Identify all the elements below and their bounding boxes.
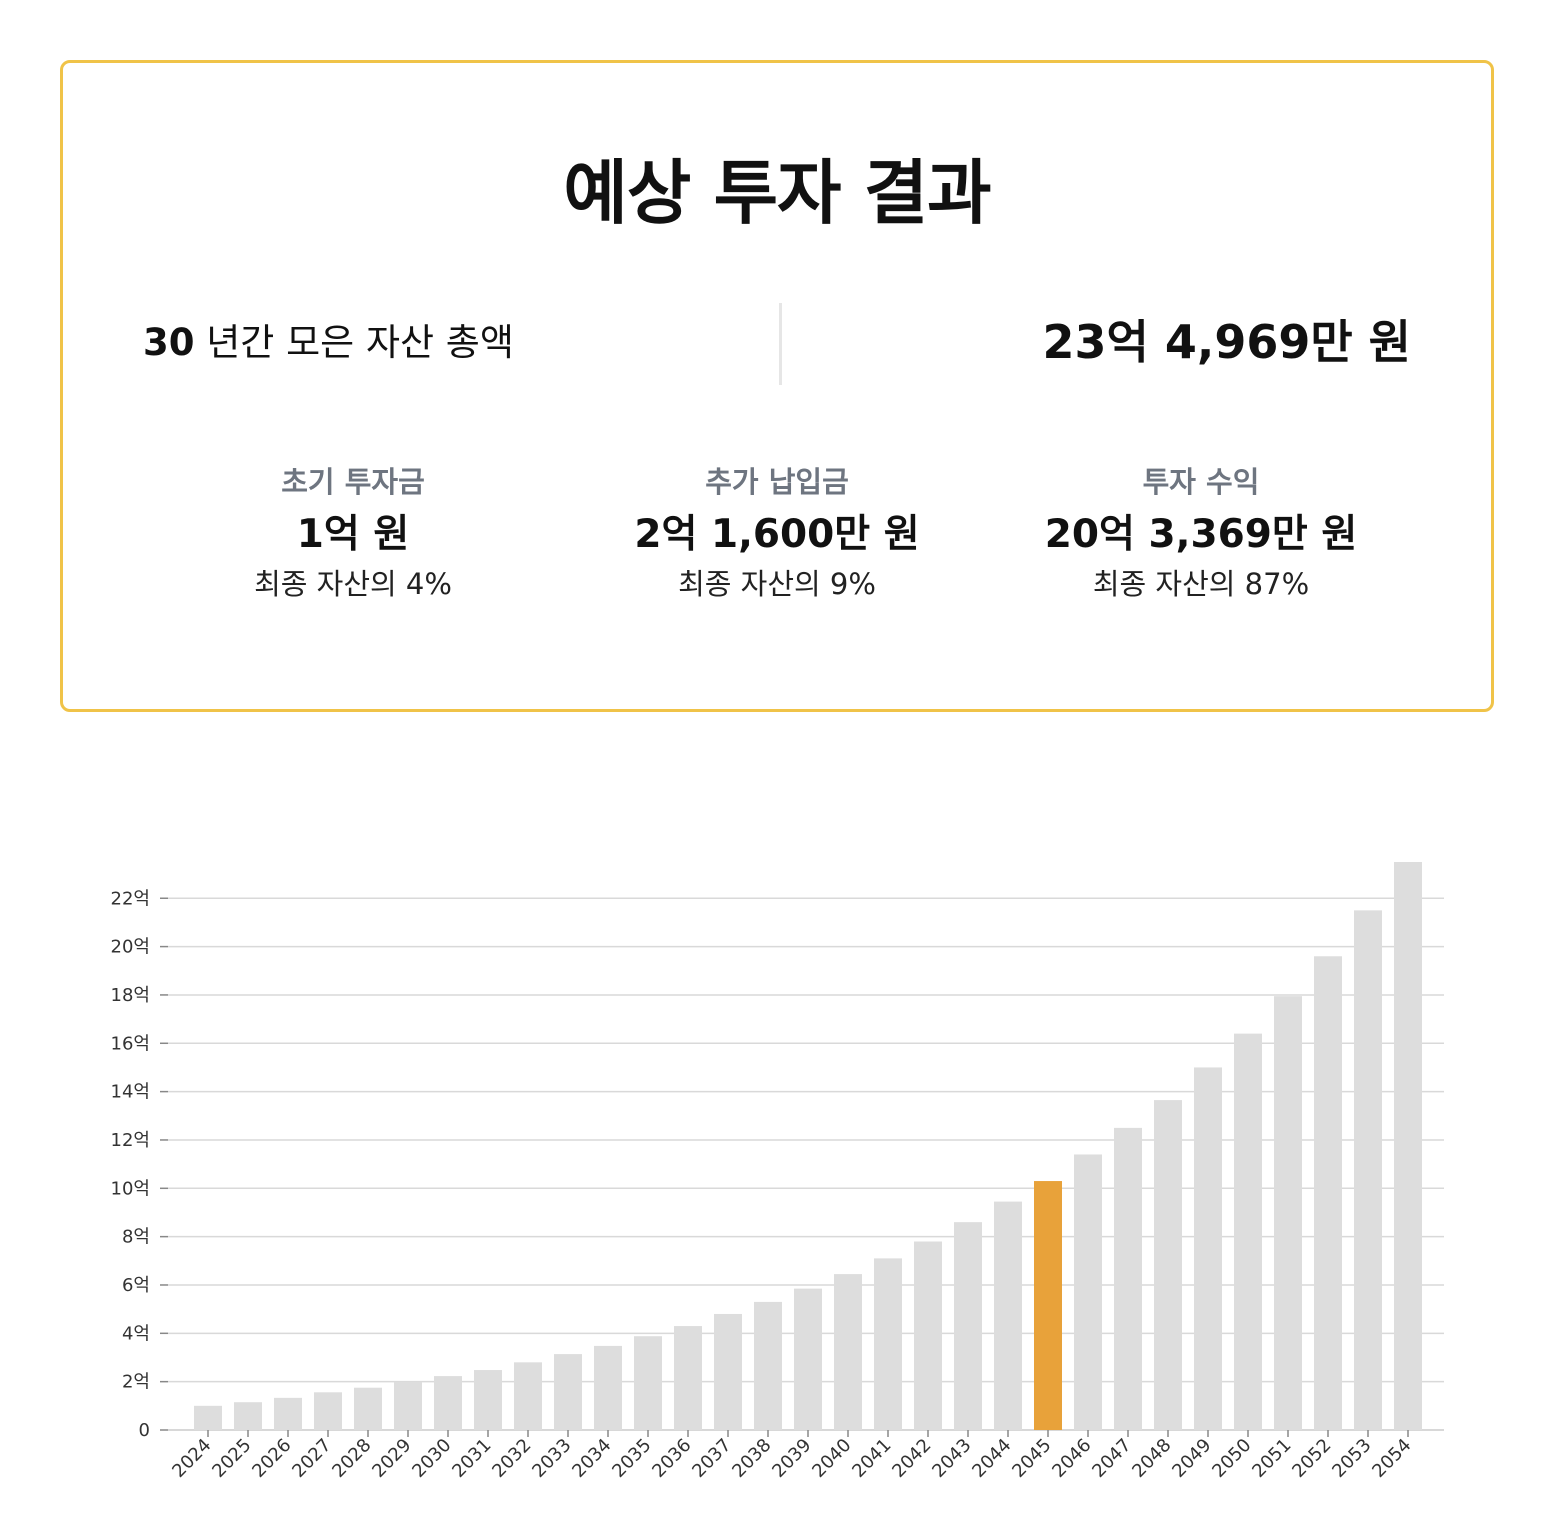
stat-value: 1억 원 xyxy=(296,512,410,557)
total-label-text: 년간 모은 자산 총액 xyxy=(206,321,514,364)
x-tick-label: 2039 xyxy=(768,1435,815,1482)
bar-2052 xyxy=(1314,956,1342,1430)
x-tick-label: 2053 xyxy=(1328,1435,1375,1482)
x-tick-label: 2028 xyxy=(328,1435,375,1482)
bar-2049 xyxy=(1194,1067,1222,1430)
stat-value: 20억 3,369만 원 xyxy=(1044,512,1358,557)
y-tick-label: 4억 xyxy=(122,1323,150,1344)
x-tick-label: 2048 xyxy=(1128,1435,1175,1482)
x-tick-label: 2044 xyxy=(968,1435,1015,1482)
x-tick-label: 2032 xyxy=(488,1435,535,1482)
card-title: 예상 투자 결과 xyxy=(563,152,991,234)
bar-2045 xyxy=(1034,1181,1062,1430)
y-tick-label: 16억 xyxy=(111,1033,150,1054)
bar-2035 xyxy=(634,1336,662,1430)
x-tick-label: 2027 xyxy=(288,1435,335,1482)
y-tick-label: 20억 xyxy=(111,937,150,958)
bar-2026 xyxy=(274,1397,302,1430)
y-tick-label: 6억 xyxy=(122,1275,150,1296)
y-tick-label: 12억 xyxy=(111,1130,150,1151)
y-tick-label: 22억 xyxy=(111,888,150,909)
bar-2029 xyxy=(394,1381,422,1430)
bar-2028 xyxy=(354,1387,382,1430)
x-tick-label: 2030 xyxy=(408,1435,455,1482)
x-tick-label: 2040 xyxy=(808,1435,855,1482)
bar-2037 xyxy=(714,1313,742,1430)
total-years: 30 xyxy=(143,321,195,364)
bar-2027 xyxy=(314,1392,342,1430)
bar-2053 xyxy=(1354,910,1382,1430)
x-tick-label: 2042 xyxy=(888,1435,935,1482)
x-tick-label: 2043 xyxy=(928,1435,975,1482)
stat-share: 최종 자산의 4% xyxy=(254,567,452,601)
stat-label: 추가 납입금 xyxy=(705,465,849,499)
y-tick-label: 10억 xyxy=(111,1178,150,1199)
bar-2041 xyxy=(874,1258,902,1430)
total-divider xyxy=(779,303,782,385)
stat-label: 초기 투자금 xyxy=(281,465,425,499)
x-tick-label: 2038 xyxy=(728,1435,775,1482)
bar-2043 xyxy=(954,1222,982,1430)
total-asset-row: 30 년간 모은 자산 총액 23억 4,969만 원 xyxy=(63,303,1491,385)
bar-2030 xyxy=(434,1376,462,1430)
bar-2042 xyxy=(914,1241,942,1430)
bar-2032 xyxy=(514,1362,542,1430)
x-tick-label: 2033 xyxy=(528,1435,575,1482)
stat-label: 투자 수익 xyxy=(1142,465,1260,499)
y-tick-label: 0 xyxy=(139,1420,150,1441)
x-tick-label: 2037 xyxy=(688,1435,735,1482)
x-tick-label: 2026 xyxy=(248,1435,295,1482)
x-tick-label: 2041 xyxy=(848,1435,895,1482)
x-tick-label: 2035 xyxy=(608,1435,655,1482)
y-tick-label: 8억 xyxy=(122,1227,150,1248)
investment-result-card: 예상 투자 결과 30 년간 모은 자산 총액 23억 4,969만 원 초기 … xyxy=(60,60,1494,712)
x-tick-label: 2025 xyxy=(208,1435,255,1482)
bar-2024 xyxy=(194,1405,222,1430)
bar-2036 xyxy=(674,1326,702,1430)
stat-investment-return: 투자 수익 20억 3,369만 원 최종 자산의 87% xyxy=(991,468,1411,599)
bar-2048 xyxy=(1154,1100,1182,1430)
y-tick-label: 18억 xyxy=(111,985,150,1006)
bar-2054 xyxy=(1394,862,1422,1430)
x-tick-label: 2050 xyxy=(1208,1435,1255,1482)
stat-share: 최종 자산의 9% xyxy=(678,567,876,601)
x-tick-label: 2034 xyxy=(568,1435,615,1482)
stat-share: 최종 자산의 87% xyxy=(1092,567,1310,601)
x-tick-label: 2045 xyxy=(1008,1435,1055,1482)
bar-2050 xyxy=(1234,1033,1262,1430)
bar-2034 xyxy=(594,1345,622,1430)
bar-2040 xyxy=(834,1274,862,1430)
total-asset-label: 30 년간 모은 자산 총액 xyxy=(143,321,514,364)
total-asset-value: 23억 4,969만 원 xyxy=(1042,315,1411,369)
x-tick-label: 2047 xyxy=(1088,1435,1135,1482)
bar-2046 xyxy=(1074,1154,1102,1430)
bar-2038 xyxy=(754,1301,782,1430)
x-tick-label: 2029 xyxy=(368,1435,415,1482)
bar-2047 xyxy=(1114,1127,1142,1430)
stat-initial-investment: 초기 투자금 1억 원 최종 자산의 4% xyxy=(143,468,563,599)
y-tick-label: 2억 xyxy=(122,1372,150,1393)
bar-2039 xyxy=(794,1288,822,1430)
x-tick-label: 2051 xyxy=(1248,1435,1295,1482)
y-tick-label: 14억 xyxy=(111,1082,150,1103)
bar-2025 xyxy=(234,1402,262,1430)
bar-2051 xyxy=(1274,996,1302,1430)
x-tick-label: 2031 xyxy=(448,1435,495,1482)
bar-2031 xyxy=(474,1370,502,1430)
x-tick-label: 2054 xyxy=(1368,1435,1415,1482)
bar-2033 xyxy=(554,1354,582,1430)
stat-additional-payment: 추가 납입금 2억 1,600만 원 최종 자산의 9% xyxy=(567,468,987,599)
bar-2044 xyxy=(994,1201,1022,1430)
x-tick-label: 2046 xyxy=(1048,1435,1095,1482)
x-tick-label: 2024 xyxy=(168,1435,215,1482)
stat-value: 2억 1,600만 원 xyxy=(634,512,920,557)
x-tick-label: 2052 xyxy=(1288,1435,1335,1482)
x-tick-label: 2036 xyxy=(648,1435,695,1482)
x-tick-label: 2049 xyxy=(1168,1435,1215,1482)
